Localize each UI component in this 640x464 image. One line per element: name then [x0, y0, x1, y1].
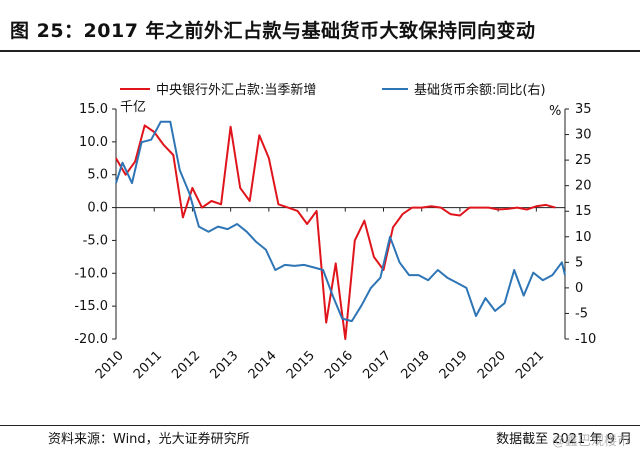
series-line-1 [115, 124, 556, 340]
right-tick-label: 30 [575, 128, 592, 143]
right-tick-label: 0 [575, 281, 583, 296]
left-tick-label: -15.0 [74, 299, 108, 314]
x-tick-label: 2017 [360, 348, 394, 382]
x-tick-label: 2016 [322, 348, 356, 382]
watermark: @鑫巴观楼市 [551, 434, 630, 449]
right-tick-label: 25 [575, 153, 592, 168]
x-tick-label: 2019 [437, 348, 471, 382]
right-tick-label: 10 [575, 230, 592, 245]
x-tick-label: 2021 [513, 348, 547, 382]
x-tick-label: 2013 [207, 348, 241, 382]
right-tick-label: 15 [575, 204, 592, 219]
x-tick-label: 2020 [475, 348, 509, 382]
right-axis-unit: % [549, 104, 561, 119]
legend-label-2: 基础货币余额:同比(右) [414, 82, 546, 98]
left-tick-label: -10.0 [74, 266, 108, 281]
series-line-2 [115, 120, 566, 323]
right-tick-label: 5 [575, 255, 583, 270]
x-tick-label: 2014 [246, 348, 280, 382]
right-tick-label: 35 [575, 102, 592, 117]
left-tick-label: -5.0 [83, 233, 108, 248]
x-tick-label: 2012 [169, 348, 203, 382]
x-tick-label: 2015 [284, 348, 318, 382]
left-tick-label: 0.0 [87, 201, 108, 216]
source-note: 资料来源：Wind，光大证券研究所 [48, 432, 250, 447]
left-axis-unit: 千亿 [120, 100, 146, 115]
chart-title: 图 25：2017 年之前外汇占款与基础货币大致保持同向变动 [10, 20, 536, 42]
title-divider [0, 50, 640, 52]
x-tick-label: 2018 [399, 348, 433, 382]
right-tick-label: 20 [575, 179, 592, 194]
date-note: 数据截至 2021 年 9 月 [496, 432, 632, 447]
footer-divider [0, 425, 640, 426]
right-tick-label: -10 [575, 332, 596, 347]
x-tick-label: 2011 [131, 348, 165, 382]
x-tick-label: 2010 [93, 348, 127, 382]
left-tick-label: 5.0 [87, 168, 108, 183]
legend-label-1: 中央银行外汇占款:当季新增 [156, 82, 316, 98]
left-tick-label: 15.0 [79, 102, 108, 117]
right-tick-label: -5 [575, 306, 588, 321]
left-tick-label: 10.0 [79, 135, 108, 150]
left-tick-label: -20.0 [74, 332, 108, 347]
